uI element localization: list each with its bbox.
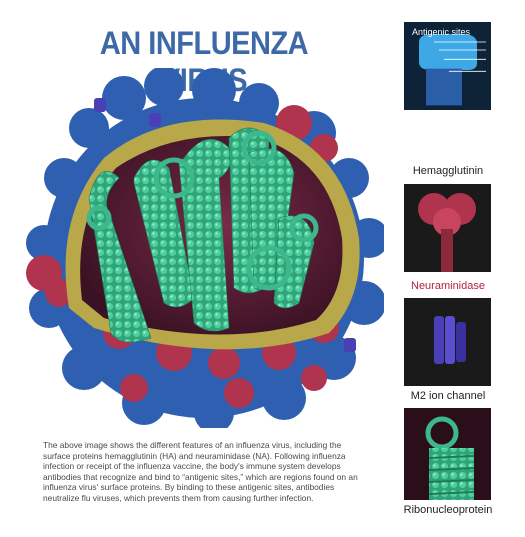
ribonucleoprotein-panel [404, 408, 491, 500]
virus-illustration [26, 68, 384, 428]
hemagglutinin-panel [404, 22, 491, 110]
hemagglutinin-caption: Hemagglutinin [412, 165, 484, 177]
antigenic-sites-label: Antigenic sites [412, 27, 471, 37]
neuraminidase-panel [404, 184, 491, 272]
neuraminidase-caption: Neuraminidase [411, 280, 485, 292]
m2-caption: M2 ion channel [410, 390, 486, 402]
ribonucleoprotein-caption: Ribonucleoprotein [403, 504, 493, 516]
description-text: The above image shows the different feat… [43, 440, 358, 503]
m2-panel [404, 298, 491, 386]
